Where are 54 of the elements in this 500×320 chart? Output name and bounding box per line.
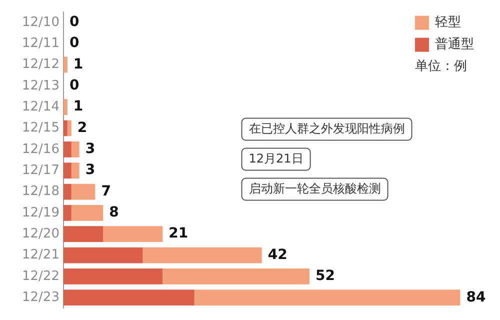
bar bbox=[63, 268, 163, 284]
annotation: 3 bbox=[85, 141, 96, 158]
y-tick-label: 12/12 bbox=[22, 57, 60, 72]
y-tick-label: 12/21 bbox=[22, 248, 60, 263]
annotation: 7 bbox=[101, 183, 111, 200]
bar bbox=[142, 247, 262, 264]
annotation: 2 bbox=[77, 120, 88, 136]
bar bbox=[63, 247, 143, 264]
y-tick-label: 12/20 bbox=[22, 226, 60, 242]
bar bbox=[63, 204, 72, 221]
y-tick-label: 12/19 bbox=[22, 205, 60, 220]
annotation: 单位：例 bbox=[415, 59, 467, 74]
bar bbox=[71, 141, 80, 158]
legend-label: 普通型 bbox=[435, 36, 474, 52]
bar bbox=[162, 268, 310, 284]
annotation: 在已控人群之外发现阳性病例 bbox=[248, 121, 405, 136]
bar bbox=[63, 226, 104, 242]
bar bbox=[71, 204, 104, 221]
y-tick-label: 12/11 bbox=[22, 36, 60, 51]
bar bbox=[103, 226, 163, 242]
bar bbox=[63, 162, 72, 179]
y-tick-label: 12/15 bbox=[22, 120, 60, 136]
bar bbox=[71, 162, 80, 179]
bar bbox=[63, 120, 68, 136]
y-tick-label: 12/22 bbox=[22, 268, 60, 284]
y-tick-label: 12/23 bbox=[22, 290, 60, 305]
annotation: 21 bbox=[168, 226, 188, 242]
annotation: 84 bbox=[466, 289, 486, 306]
y-tick-label: 12/17 bbox=[22, 162, 60, 178]
y-tick-label: 12/14 bbox=[22, 99, 60, 114]
annotation: 启动新一轮全员核酸检测 bbox=[248, 181, 381, 196]
bar bbox=[63, 56, 68, 73]
y-tick-label: 12/16 bbox=[22, 142, 60, 157]
legend-label: 轻型 bbox=[435, 15, 461, 30]
annotation: 3 bbox=[85, 162, 96, 178]
bar bbox=[63, 99, 68, 116]
annotation: 1 bbox=[73, 56, 84, 72]
bar bbox=[63, 141, 72, 158]
bar bbox=[63, 290, 194, 306]
annotation: 8 bbox=[109, 204, 119, 221]
annotation: 1 bbox=[73, 98, 84, 115]
y-tick-label: 12/18 bbox=[22, 184, 60, 200]
bar bbox=[63, 184, 72, 200]
annotation: 0 bbox=[69, 35, 80, 52]
bar bbox=[71, 184, 96, 200]
annotation: 52 bbox=[315, 268, 335, 284]
bar bbox=[194, 290, 460, 306]
annotation: 42 bbox=[268, 246, 288, 263]
annotation: 12月21日 bbox=[248, 151, 304, 166]
y-tick-label: 12/10 bbox=[22, 14, 60, 30]
annotation: 0 bbox=[69, 14, 80, 30]
bar bbox=[67, 120, 72, 136]
annotation: 0 bbox=[69, 78, 80, 94]
y-tick-label: 12/13 bbox=[22, 78, 60, 94]
